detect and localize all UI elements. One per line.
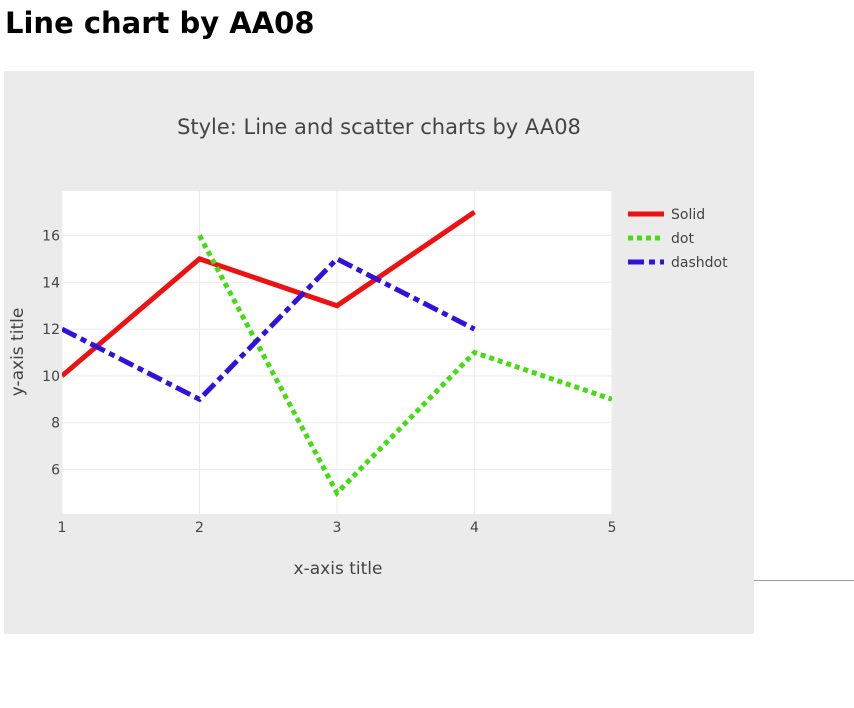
horizontal-rule (754, 580, 854, 581)
x-tick-label: 5 (608, 520, 617, 536)
series-line-dashdot (62, 255, 476, 403)
y-tick-label: 6 (51, 463, 60, 479)
series-line-dot (197, 234, 612, 498)
legend-label-dot: dot (671, 231, 694, 247)
x-tick-label: 2 (195, 520, 204, 536)
x-tick-label: 3 (333, 520, 342, 536)
y-tick-label: 8 (51, 416, 60, 432)
chart-panel: 1 2 3 4 5 6 8 10 12 14 16 Style: Line and scatter … (4, 71, 754, 634)
y-axis-title: y-axis title (8, 308, 28, 397)
x-tick-label: 1 (58, 520, 67, 536)
series-layer (62, 209, 612, 498)
legend: Solid dot dashdot (628, 207, 728, 271)
y-tick-label: 10 (42, 369, 60, 385)
y-tick-label: 16 (42, 228, 60, 244)
legend-label-dashdot: dashdot (671, 255, 728, 271)
legend-label-solid: Solid (671, 207, 705, 223)
y-tick-label: 14 (42, 275, 60, 291)
x-tick-label: 4 (470, 520, 479, 536)
series-line-solid (62, 209, 476, 378)
y-tick-label: 12 (42, 322, 60, 338)
chart-title: Style: Line and scatter charts by AA08 (177, 115, 581, 139)
x-axis-title: x-axis title (294, 559, 383, 579)
page-heading: Line chart by AA08 (5, 6, 315, 40)
